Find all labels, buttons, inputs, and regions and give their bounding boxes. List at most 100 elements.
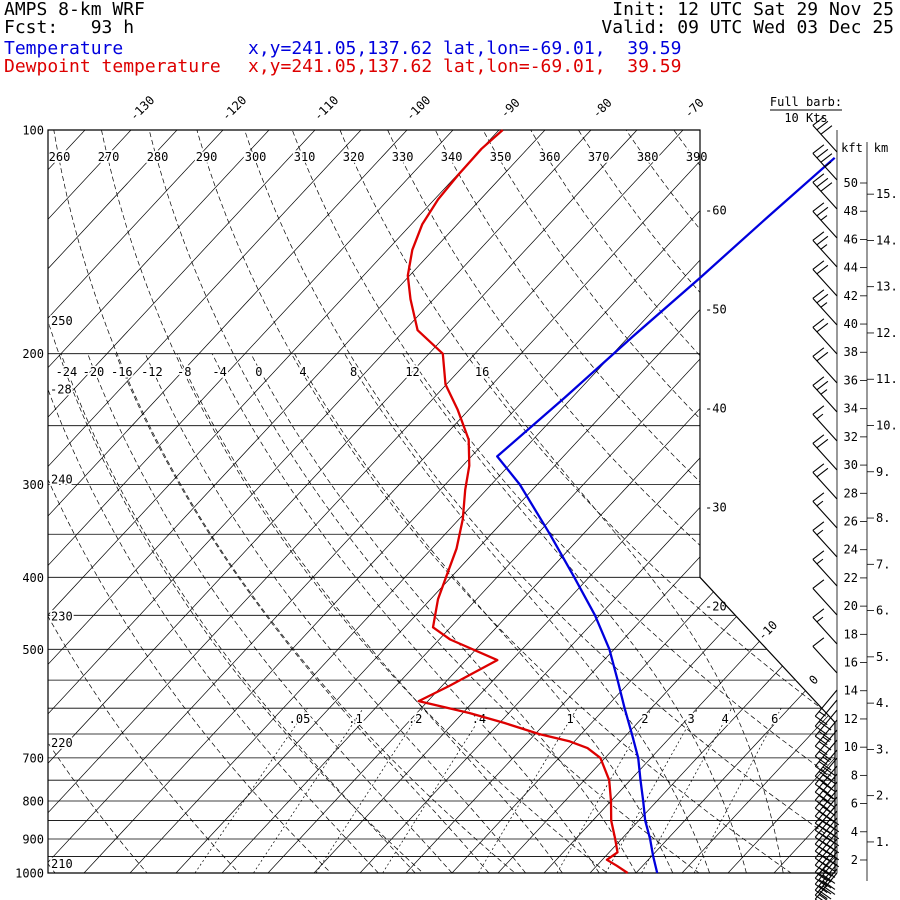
wind-barb	[814, 872, 838, 900]
kft-tick-label: 12	[844, 712, 858, 726]
dry-adiabat-label: 250	[51, 314, 73, 328]
moist-adiabat-line	[48, 353, 379, 873]
full-barb-value: 10 Kts	[784, 111, 827, 125]
dry-adiabat-line	[291, 130, 835, 873]
dry-adiabat-label: 350	[490, 150, 512, 164]
dry-adiabat-line	[48, 130, 160, 873]
dry-adiabat-label: 270	[98, 150, 120, 164]
km-tick-label: 10.	[876, 419, 898, 433]
isotherm-label-top: -120	[219, 93, 249, 123]
wind-barb	[812, 608, 838, 645]
dry-adiabat-line	[530, 130, 835, 873]
moist-adiabat-label: -8	[177, 365, 191, 379]
mixing-ratio-line	[641, 708, 733, 873]
moist-adiabat-label: -24	[56, 365, 78, 379]
isotherm-line	[589, 130, 835, 873]
mixing-ratio-label: 6	[771, 712, 778, 726]
isotherm-label-top: -70	[682, 96, 707, 121]
temperature-legend-label: Temperature	[4, 38, 124, 59]
km-tick-label: 15.	[876, 187, 898, 201]
moist-adiabat-line	[60, 353, 416, 873]
wind-barb	[814, 863, 838, 900]
isotherm-line	[48, 130, 454, 873]
dry-adiabat-line	[244, 130, 835, 873]
dry-adiabat-label: 240	[51, 473, 73, 487]
wind-barb	[812, 550, 838, 587]
wind-barb	[814, 709, 838, 746]
pressure-label: 700	[22, 751, 44, 765]
kft-tick-label: 18	[844, 627, 858, 641]
wind-barb	[812, 173, 838, 210]
mixing-ratio-label: .1	[348, 712, 362, 726]
wind-barbs	[812, 116, 840, 900]
pressure-label: 200	[22, 347, 44, 361]
wind-barb	[814, 699, 838, 736]
isotherm-line	[497, 130, 835, 873]
kft-tick-label: 42	[844, 289, 858, 303]
kft-tick-label: 10	[844, 740, 858, 754]
isotherm-label-top: -80	[590, 96, 615, 121]
km-axis-header: km	[874, 141, 888, 155]
mixing-ratio-line	[478, 708, 578, 873]
km-tick-label: 2.	[876, 789, 890, 803]
pressure-label: 300	[22, 478, 44, 492]
grid-lines	[48, 130, 835, 873]
dewpoint-latlon: lat,lon=-69.01, 39.59	[443, 56, 682, 77]
km-tick-label: 7.	[876, 557, 890, 571]
mixing-ratio-line	[315, 708, 424, 873]
moist-adiabat-label: -4	[212, 365, 226, 379]
dry-adiabat-line	[48, 130, 440, 873]
moist-adiabat-label: -12	[141, 365, 163, 379]
moist-adiabat-line	[144, 353, 526, 873]
kft-tick-label: 40	[844, 317, 858, 331]
isotherm-line	[48, 130, 408, 873]
moist-adiabat-line	[211, 353, 600, 873]
dry-adiabat-label: 390	[686, 150, 708, 164]
wind-barb	[812, 434, 838, 471]
wind-barb	[812, 116, 838, 153]
kft-tick-label: 14	[844, 684, 858, 698]
km-tick-label: 11.	[876, 372, 898, 386]
wind-barb	[812, 521, 838, 558]
init-time: Init: 12 UTC Sat 29 Nov 25	[612, 0, 894, 20]
kft-tick-label: 16	[844, 656, 858, 670]
isotherm-line	[48, 130, 362, 873]
dry-adiabat-line	[53, 130, 533, 873]
km-tick-label: 6.	[876, 604, 890, 618]
isotherm-line	[48, 130, 638, 873]
isotherm-line	[48, 130, 178, 873]
pressure-label: 400	[22, 571, 44, 585]
wind-barb	[812, 492, 838, 529]
dry-adiabat-label: 340	[441, 150, 463, 164]
dry-adiabat-line	[48, 130, 253, 873]
dry-adiabat-label: 280	[147, 150, 169, 164]
km-tick-label: 13.	[876, 280, 898, 294]
moist-adiabat-label: 8	[350, 365, 357, 379]
mixing-ratio-line	[693, 708, 782, 873]
mixing-ratio-line	[382, 708, 487, 873]
isotherm-label-right: -60	[705, 204, 727, 218]
mixing-ratio-line	[253, 708, 364, 873]
isotherm-line	[48, 130, 270, 873]
isotherm-line	[48, 130, 224, 873]
dry-adiabat-line	[48, 130, 346, 873]
pressure-label: 500	[22, 643, 44, 657]
kft-tick-label: 50	[844, 176, 858, 190]
mixing-ratio-label: 2	[641, 712, 648, 726]
kft-tick-label: 20	[844, 599, 858, 613]
wind-barb	[814, 729, 838, 766]
pressure-label: 800	[22, 794, 44, 808]
dry-adiabat-label: 370	[588, 150, 610, 164]
kft-tick-label: 24	[844, 543, 858, 557]
temperature-latlon: lat,lon=-69.01, 39.59	[443, 38, 682, 59]
wind-barb	[814, 719, 838, 756]
dry-adiabat-label: 230	[51, 609, 73, 623]
km-tick-label: 14.	[876, 233, 898, 247]
moist-adiabat-line	[176, 353, 563, 873]
wind-barb	[812, 579, 838, 616]
dry-adiabat-line	[196, 130, 812, 873]
dry-adiabat-line	[482, 130, 835, 873]
km-tick-label: 8.	[876, 511, 890, 525]
isotherm-label-diagonal: 0	[806, 672, 821, 687]
